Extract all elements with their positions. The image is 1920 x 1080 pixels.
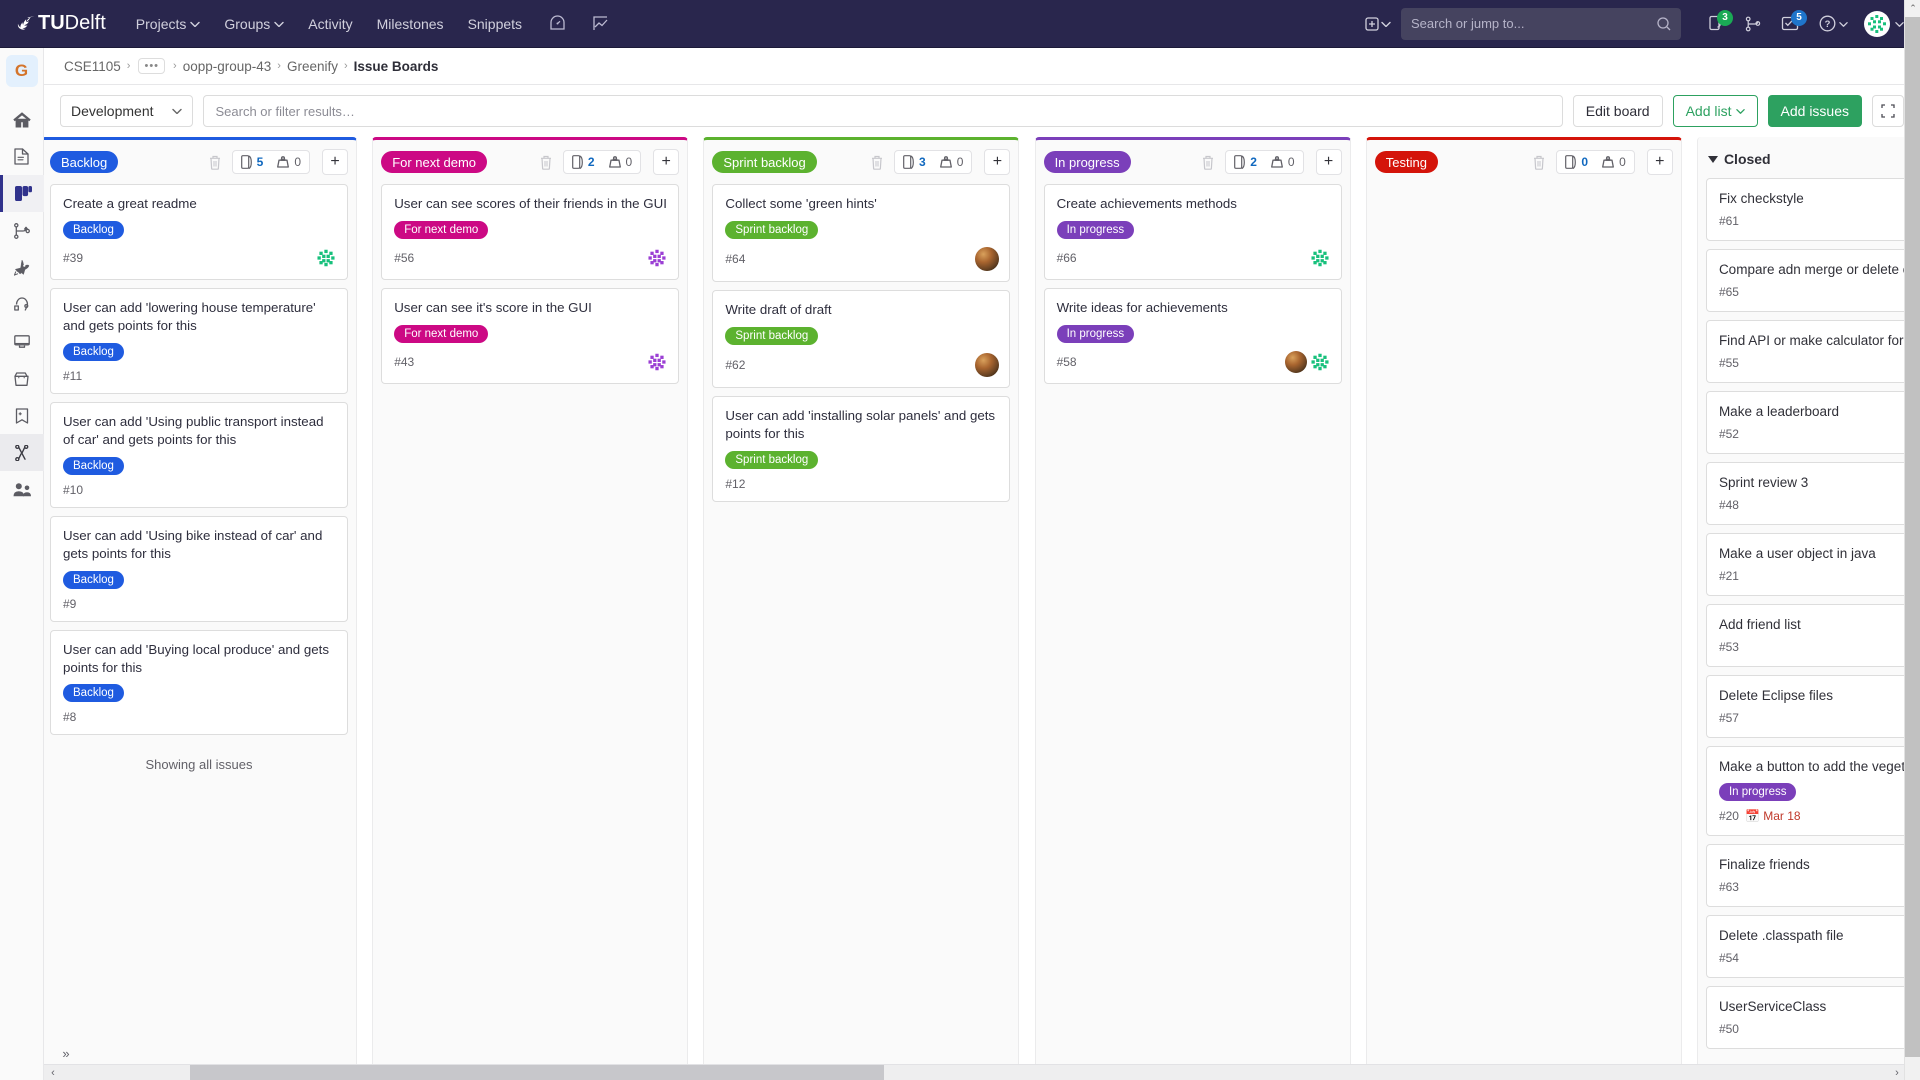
- svg-text:?: ?: [1825, 19, 1831, 30]
